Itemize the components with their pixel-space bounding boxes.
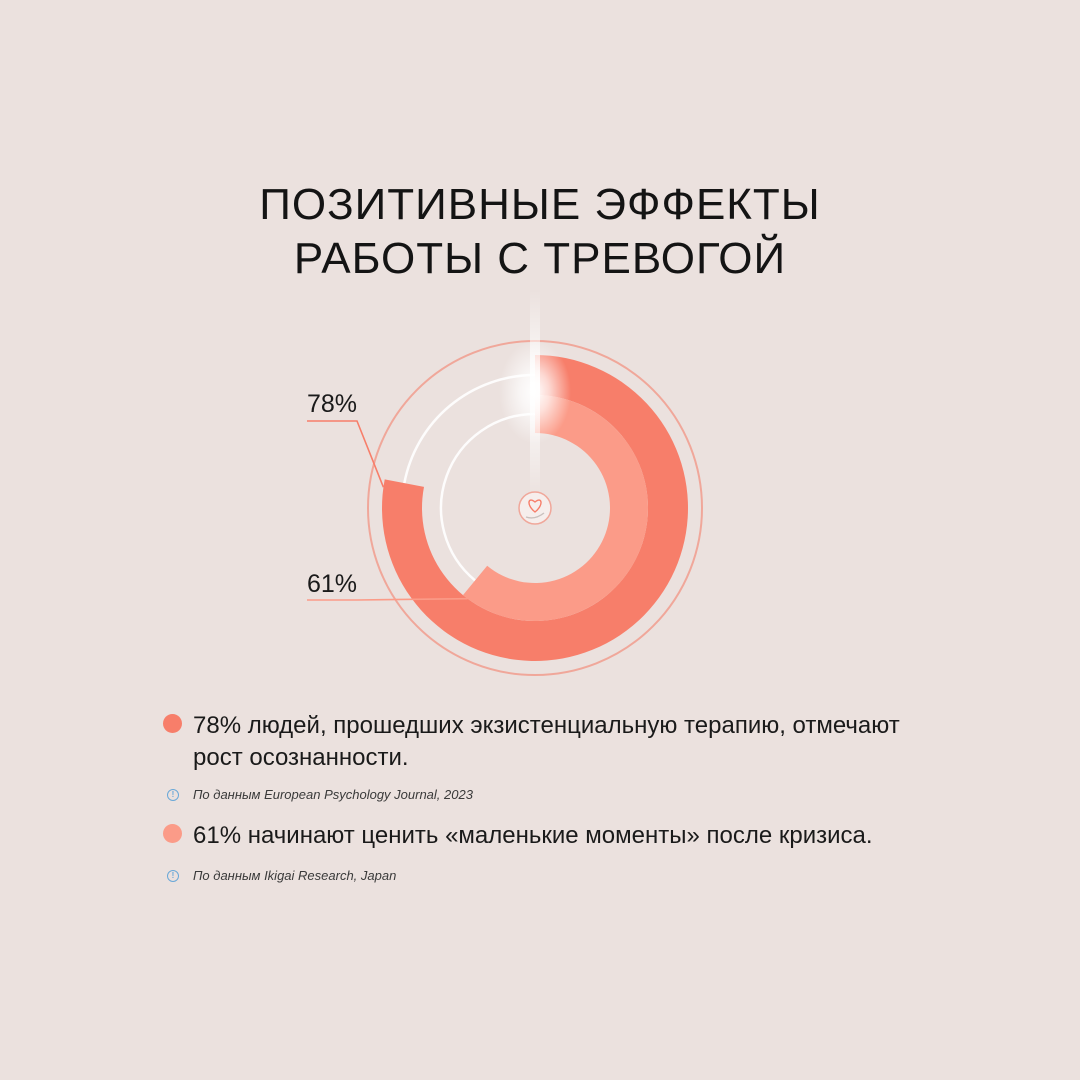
callout-line-61 (307, 597, 468, 601)
hand-icon (525, 512, 545, 519)
ring-track-2 (439, 412, 536, 582)
heart-in-hand-icon (528, 499, 542, 513)
legend-dot-1 (163, 714, 182, 733)
data-label-78: 78% (307, 390, 357, 418)
data-label-61: 61% (307, 570, 357, 598)
chart-title-line-2: РАБОТЫ С ТРЕВОГОЙ (293, 234, 787, 283)
legend-dot-2 (163, 824, 182, 843)
legend-source-text-2: По данным Ikigai Research, Japan (193, 868, 397, 883)
legend-text-2: 61% начинают ценить «маленькие моменты» … (193, 822, 873, 849)
info-icon: ! (167, 870, 179, 882)
glow-highlight (499, 340, 571, 444)
arc-61 (462, 395, 648, 621)
chart-title: ПОЗИТИВНЫЕ ЭФФЕКТЫ РАБОТЫ С ТРЕВОГОЙ (0, 178, 1080, 286)
center-icon-bg (518, 491, 552, 525)
chart-title-line-1: ПОЗИТИВНЫЕ ЭФФЕКТЫ (259, 180, 821, 229)
legend-text-1: 78% людей, прошедших экзистенциальную те… (193, 712, 900, 771)
legend-source-text-1: По данным European Psychology Journal, 2… (193, 787, 473, 802)
callout-line-78 (307, 420, 385, 488)
info-icon: ! (167, 789, 179, 801)
